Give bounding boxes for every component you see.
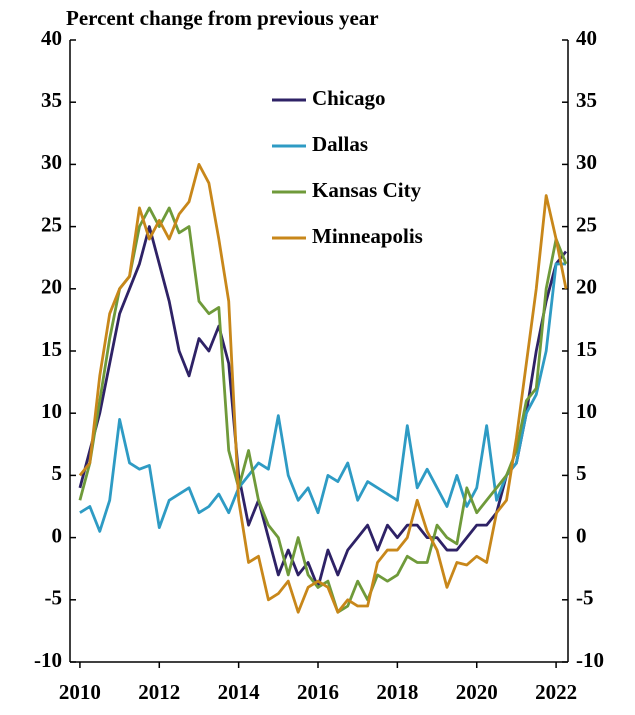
legend-label: Chicago	[312, 86, 386, 110]
legend-label: Dallas	[312, 132, 368, 156]
y-tick-label: 5	[52, 461, 63, 485]
x-tick-label: 2018	[376, 680, 418, 704]
y2-tick-label: 15	[576, 337, 597, 361]
legend-label: Minneapolis	[312, 224, 423, 248]
y2-tick-label: -10	[576, 648, 604, 672]
y-tick-label: 10	[41, 399, 62, 423]
y2-tick-label: -5	[576, 586, 594, 610]
y2-tick-label: 5	[576, 461, 587, 485]
legend-label: Kansas City	[312, 178, 422, 202]
y2-tick-label: 30	[576, 150, 597, 174]
y-tick-label: -10	[34, 648, 62, 672]
y2-tick-label: 25	[576, 212, 597, 236]
y2-tick-label: 0	[576, 523, 587, 547]
y-tick-label: 0	[52, 523, 63, 547]
y-tick-label: 40	[41, 26, 62, 50]
x-tick-label: 2020	[456, 680, 498, 704]
series-line	[78, 225, 568, 589]
chart-title: Percent change from previous year	[66, 6, 379, 30]
y-tick-label: 25	[41, 212, 62, 236]
x-tick-label: 2022	[535, 680, 577, 704]
x-tick-label: 2012	[138, 680, 180, 704]
series-line	[78, 206, 568, 614]
y-tick-label: 35	[41, 88, 62, 112]
series-line	[79, 262, 567, 533]
y2-tick-label: 40	[576, 26, 597, 50]
y2-tick-label: 35	[576, 88, 597, 112]
x-tick-label: 2014	[218, 680, 261, 704]
series-line	[78, 163, 568, 614]
x-tick-label: 2010	[59, 680, 101, 704]
y-tick-label: 30	[41, 150, 62, 174]
y2-tick-label: 20	[576, 275, 597, 299]
x-tick-label: 2016	[297, 680, 339, 704]
y-tick-label: 20	[41, 275, 62, 299]
y-tick-label: -5	[45, 586, 63, 610]
y2-tick-label: 10	[576, 399, 597, 423]
y-tick-label: 15	[41, 337, 62, 361]
